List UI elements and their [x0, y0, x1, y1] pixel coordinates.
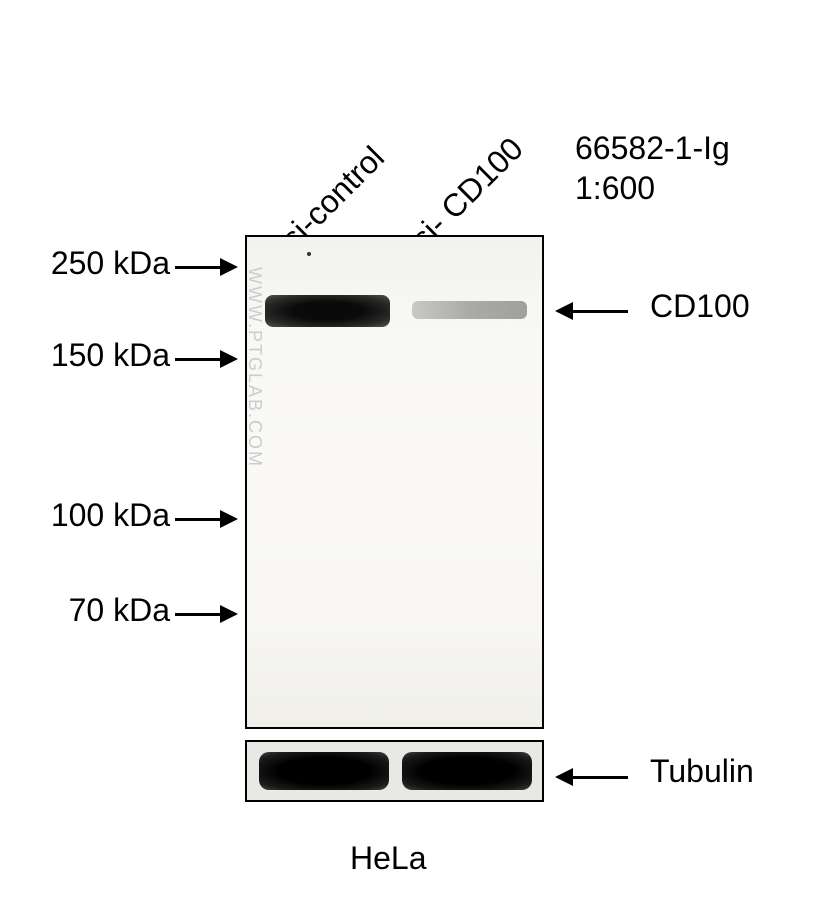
mw-label-250: 250 kDa [35, 245, 170, 282]
target-label-cd100: CD100 [650, 288, 750, 325]
mw-label-70: 70 kDa [35, 592, 170, 629]
band-tubulin-lane1 [259, 752, 389, 790]
mw-arrow-250 [175, 258, 238, 276]
band-tubulin-lane2 [402, 752, 532, 790]
mw-arrow-100 [175, 510, 238, 528]
band-cd100-lane1 [265, 295, 390, 327]
cell-line-label: HeLa [350, 840, 427, 877]
artifact-speck [307, 252, 311, 256]
antibody-catalog: 66582-1-Ig [575, 130, 730, 167]
western-blot-tubulin [245, 740, 544, 802]
mw-arrow-70 [175, 605, 238, 623]
watermark: WWW.PTGLAB.COM [245, 267, 265, 468]
mw-label-150: 150 kDa [35, 337, 170, 374]
target-arrow-tubulin [555, 768, 628, 786]
mw-arrow-150 [175, 350, 238, 368]
target-label-tubulin: Tubulin [650, 753, 754, 790]
western-blot-main: WWW.PTGLAB.COM [245, 235, 544, 729]
target-arrow-cd100 [555, 302, 628, 320]
antibody-dilution: 1:600 [575, 170, 655, 207]
mw-label-100: 100 kDa [35, 497, 170, 534]
blot-figure: si-control si- CD100 66582-1-Ig 1:600 25… [0, 0, 834, 903]
band-cd100-lane2 [412, 301, 527, 319]
